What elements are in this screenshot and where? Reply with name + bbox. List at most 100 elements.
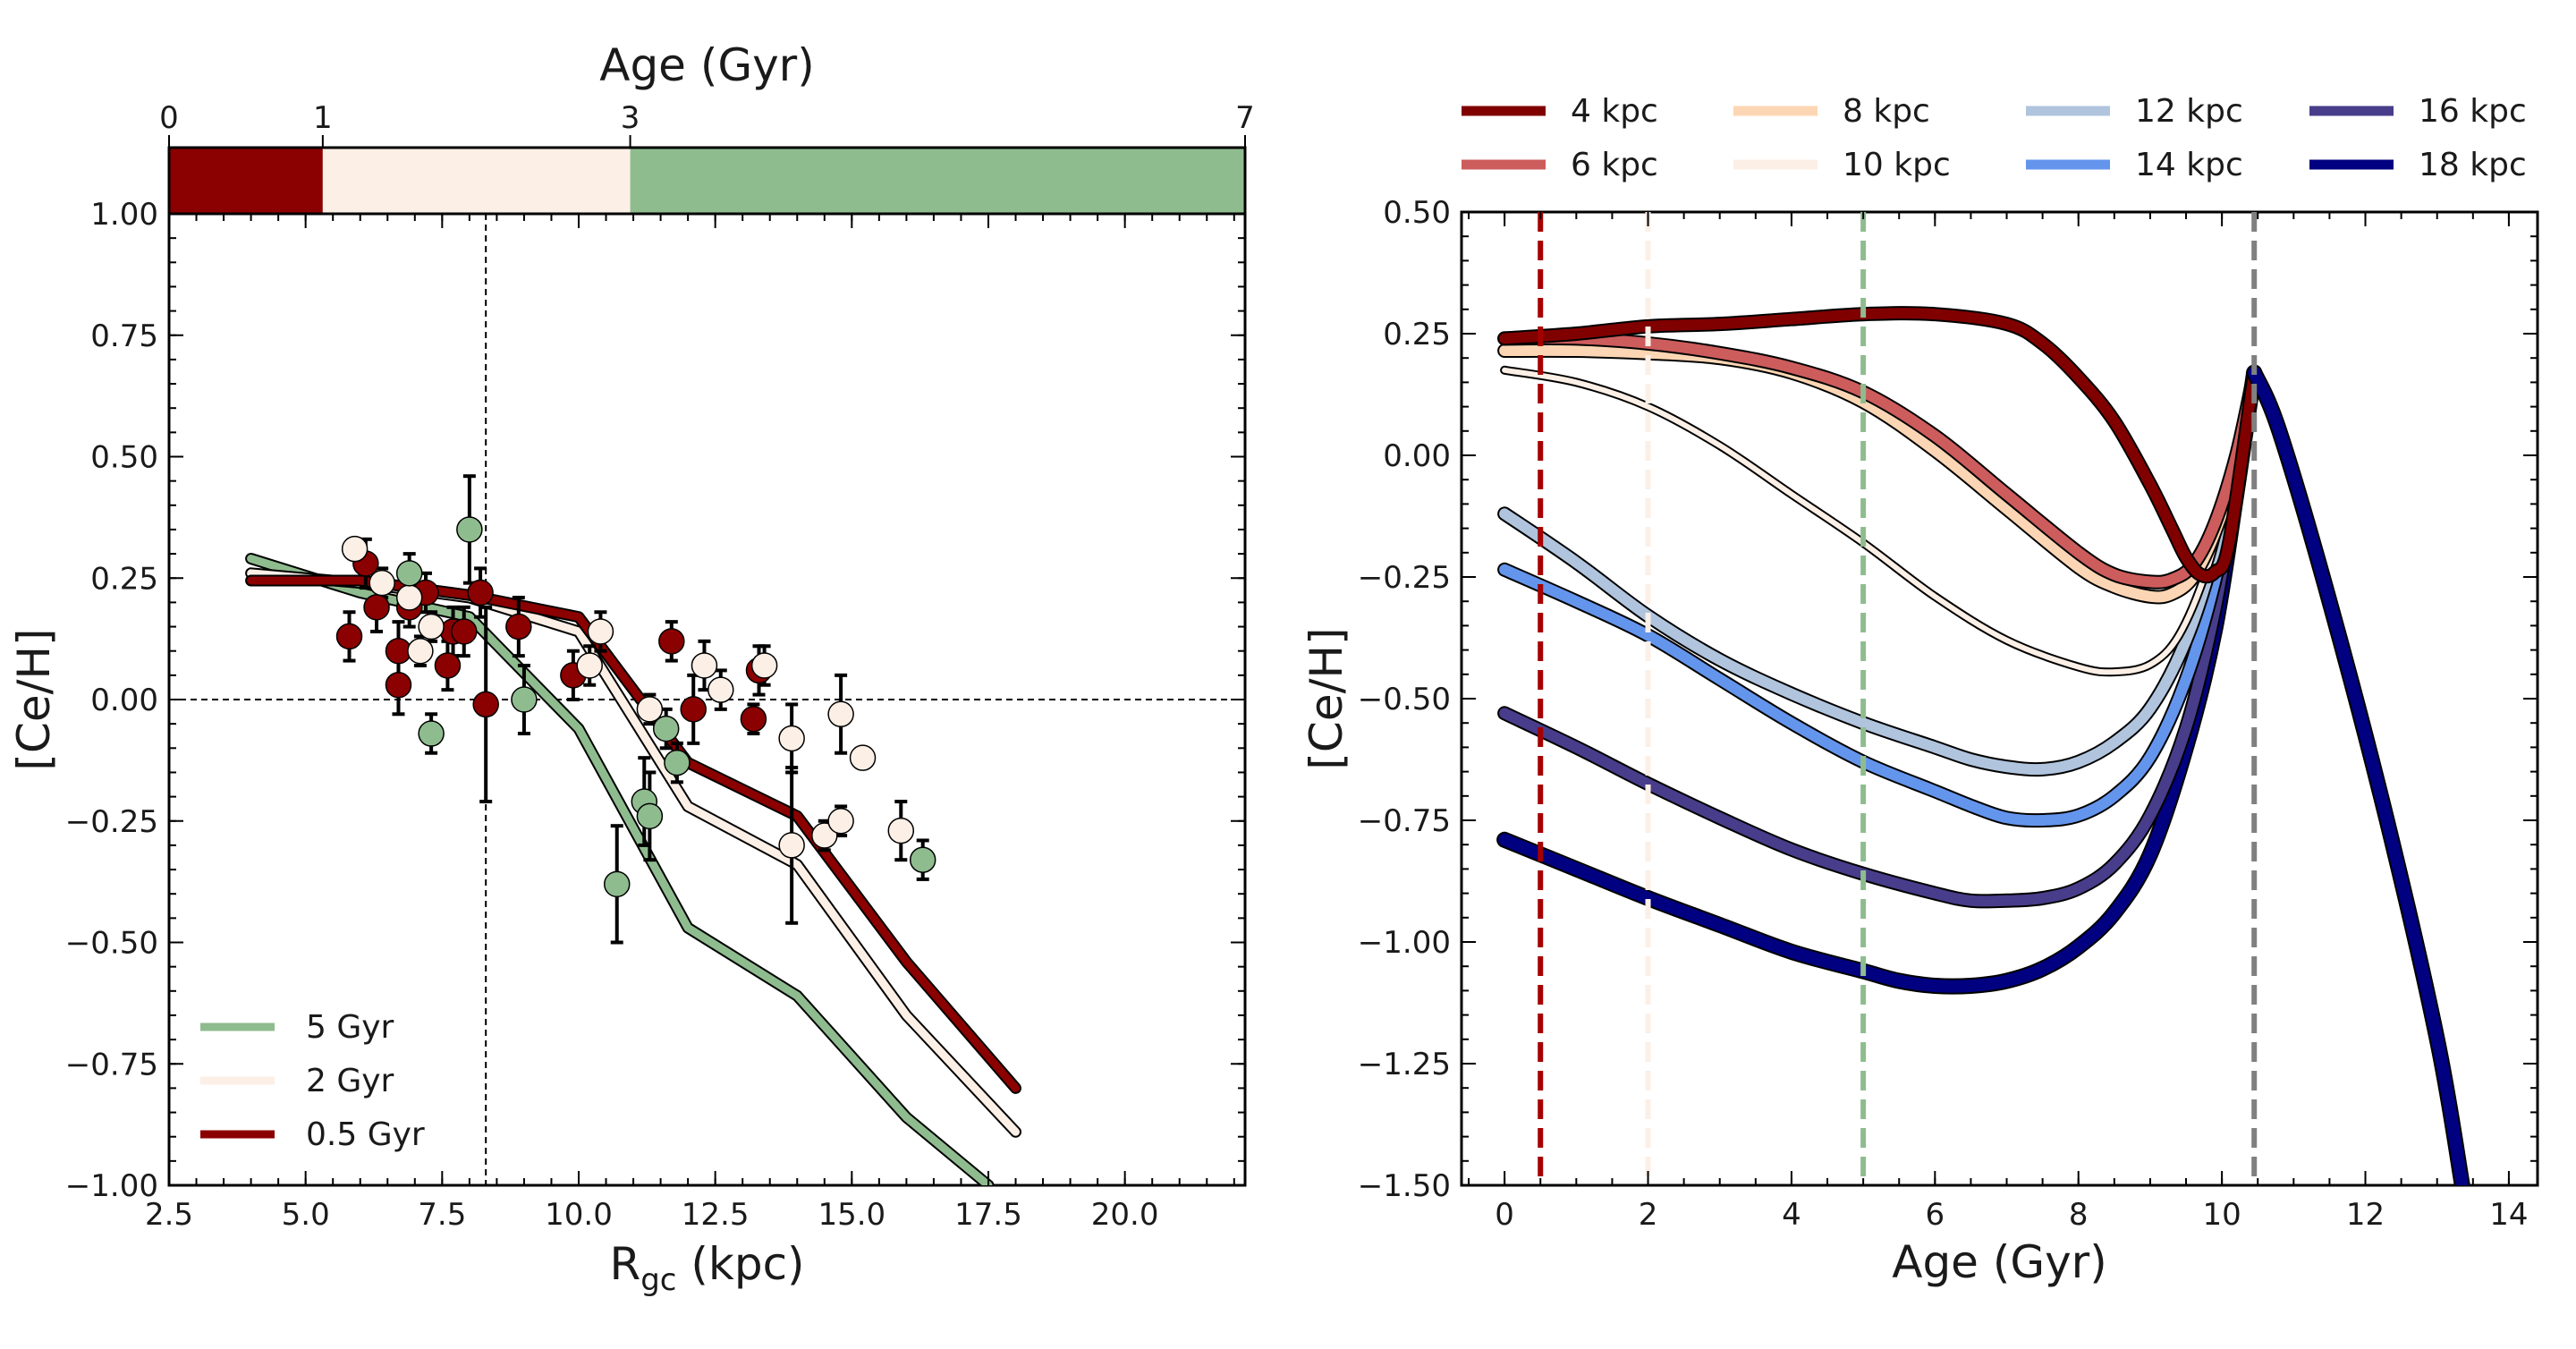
y-tick-label: −0.75 (65, 1047, 158, 1082)
y-tick-label: −0.50 (1358, 682, 1451, 717)
legend: 5 Gyr 2 Gyr 0.5 Gyr (200, 1009, 425, 1153)
x-tick-label: 17.5 (954, 1197, 1022, 1233)
data-point (407, 637, 434, 665)
data-point (456, 516, 483, 543)
data-point (636, 696, 664, 723)
y-axis-title: [Ce/H] (1301, 627, 1352, 769)
y-tick-label: −1.00 (65, 1168, 158, 1204)
legend-label: 4 kpc (1571, 93, 1658, 130)
x-axis-title: Age (Gyr) (1892, 1236, 2107, 1288)
x-tick-label: 14 (2489, 1197, 2528, 1233)
legend-label: 16 kpc (2419, 93, 2527, 130)
data-point (363, 594, 390, 621)
legend-label: 5 Gyr (306, 1009, 394, 1046)
x-tick-label: 5.0 (282, 1197, 330, 1233)
tail-line (2248, 366, 2469, 1185)
data-point (434, 652, 462, 679)
legend: 4 kpc 8 kpc 12 kpc 16 kpc 6 kpc 10 kpc 14 kpc 1… (1462, 93, 2527, 183)
x-tick-label: 10 (2202, 1197, 2241, 1233)
legend-label: 0.5 Gyr (306, 1116, 425, 1153)
legend-label: 14 kpc (2135, 147, 2243, 183)
age-axis-title: Age (Gyr) (599, 39, 815, 91)
data-point (750, 652, 778, 679)
data-point (827, 700, 854, 728)
curve-line (1499, 308, 2260, 582)
y-tick-label: −0.25 (1358, 560, 1451, 596)
data-point (395, 584, 423, 611)
data-point (505, 613, 532, 641)
curve-line (1499, 367, 2260, 907)
data-point (451, 618, 478, 645)
data-point (708, 676, 734, 703)
y-tick-label: 0.75 (90, 318, 158, 354)
y-tick-label: 0.25 (1383, 317, 1451, 352)
x-tick-label: 2.5 (145, 1197, 193, 1233)
axis-ticks: 2.5 5.0 7.5 10.0 12.5 15.0 17.5 20.0 −1.00 −0.75 −… (65, 197, 1245, 1233)
age-tick-label: 1 (313, 100, 333, 136)
age-colorbar: 0 1 3 7 Age (Gyr) (159, 39, 1255, 216)
data-point (909, 846, 936, 873)
data-point (778, 832, 805, 859)
age-tick-label: 3 (621, 100, 640, 136)
y-axis-title: [Ce/H] (8, 628, 60, 770)
x-tick-label: 7.5 (418, 1197, 466, 1233)
legend-label: 18 kpc (2419, 147, 2527, 183)
data-point (849, 744, 877, 771)
curve-line (1499, 333, 2260, 588)
x-tick-label: 4 (1782, 1197, 1801, 1233)
y-tick-label: −1.50 (1358, 1168, 1451, 1204)
left-panel: 0 1 3 7 Age (Gyr) Rgc (kpc) [Ce/H] 5 Gyr 2 Gyr 0.… (8, 39, 1255, 1298)
legend-label: 10 kpc (1843, 147, 1951, 183)
data-point (576, 652, 603, 679)
legend-label: 12 kpc (2135, 93, 2243, 130)
data-point (472, 691, 499, 718)
age-tick-label: 0 (159, 100, 179, 136)
data-point (603, 870, 631, 898)
data-point (395, 560, 423, 587)
age-band (322, 148, 631, 214)
data-point (341, 535, 369, 563)
y-tick-label: −0.25 (65, 804, 158, 840)
data-point (740, 705, 767, 733)
data-point (511, 686, 538, 713)
data-point (691, 652, 718, 679)
data-point (418, 720, 445, 747)
y-tick-label: 0.00 (1383, 438, 1451, 474)
x-tick-label: 2 (1639, 1197, 1658, 1233)
y-tick-label: −1.00 (1358, 925, 1451, 961)
y-tick-label: −1.25 (1358, 1047, 1451, 1082)
legend-label: 2 Gyr (306, 1063, 394, 1099)
data-point (827, 808, 854, 835)
y-tick-label: 0.50 (1383, 195, 1451, 231)
age-band (169, 148, 323, 214)
data-point (664, 749, 691, 776)
x-tick-label: 12 (2346, 1197, 2385, 1233)
data-point (680, 696, 707, 723)
data-point (658, 628, 685, 655)
cluster-points (335, 474, 936, 945)
x-tick-label: 15.0 (818, 1197, 886, 1233)
x-tick-label: 12.5 (682, 1197, 750, 1233)
curve-outline (1497, 365, 2262, 777)
data-point (418, 613, 445, 641)
y-tick-label: −0.50 (65, 926, 158, 962)
legend-label: 6 kpc (1571, 147, 1658, 183)
y-tick-label: 1.00 (90, 197, 158, 233)
x-tick-label: 8 (2069, 1197, 2089, 1233)
data-point (467, 579, 494, 607)
y-tick-label: −0.75 (1358, 803, 1451, 839)
y-tick-label: 0.25 (90, 561, 158, 597)
age-band (630, 148, 1245, 214)
tail-outline (2246, 364, 2470, 1185)
x-tick-label: 0 (1495, 1197, 1514, 1233)
data-point (887, 817, 915, 844)
x-tick-label: 10.0 (545, 1197, 613, 1233)
axis-ticks: 0 2 4 6 8 10 12 14 −1.50 −1.25 −1.00 −0.75 −0.50 −0.2… (1358, 195, 2538, 1233)
x-axis-title: Rgc (kpc) (609, 1238, 804, 1298)
y-tick-label: 0.50 (90, 440, 158, 476)
data-point (335, 623, 363, 650)
data-point (369, 569, 395, 597)
right-panel: Age (Gyr) [Ce/H] 4 kpc 8 kpc 12 kpc 16 kpc 6 k… (1301, 93, 2539, 1288)
y-tick-label: 0.00 (90, 683, 158, 718)
data-point (636, 802, 664, 830)
